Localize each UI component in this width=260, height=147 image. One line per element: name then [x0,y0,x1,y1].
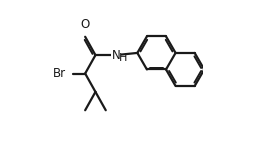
Text: N: N [112,49,120,62]
Text: H: H [119,53,128,63]
Text: Br: Br [53,67,66,80]
Text: O: O [81,18,90,31]
